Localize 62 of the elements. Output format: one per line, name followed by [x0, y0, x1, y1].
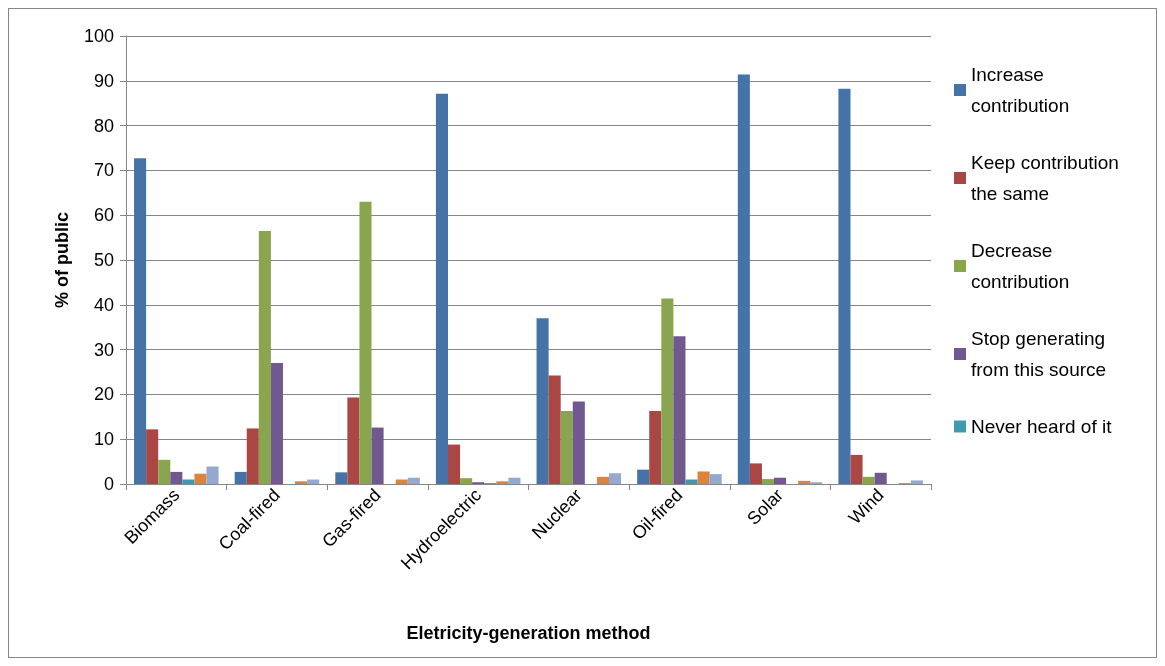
bar — [637, 469, 650, 484]
bar — [460, 478, 473, 484]
bar — [508, 477, 521, 484]
legend-label: Decrease contribution — [971, 240, 1070, 292]
bar — [146, 429, 159, 484]
bar — [258, 230, 271, 484]
bar — [910, 480, 923, 484]
bar — [697, 471, 710, 484]
y-tick-label: 60 — [93, 205, 114, 226]
bar — [435, 93, 448, 484]
bar — [448, 444, 461, 484]
bar — [371, 427, 384, 484]
legend-label: Increase contribution — [971, 64, 1070, 116]
bar — [798, 480, 811, 484]
bar — [234, 471, 247, 484]
bar — [536, 318, 549, 484]
y-tick-label: 50 — [93, 250, 114, 270]
bar — [496, 481, 509, 484]
legend-label: Stop generating from this source — [971, 328, 1111, 380]
bar — [170, 471, 183, 484]
bar — [737, 74, 750, 484]
bar — [749, 463, 762, 484]
y-tick-label: 90 — [93, 70, 114, 91]
bar — [774, 477, 787, 484]
bar — [572, 401, 585, 484]
bar — [335, 472, 348, 484]
bar — [761, 479, 775, 484]
bar — [661, 298, 674, 484]
bar — [359, 201, 372, 484]
bar — [850, 454, 863, 484]
bar — [560, 410, 573, 484]
bar — [838, 88, 851, 484]
y-tick-label: 100 — [83, 26, 114, 46]
legend-label: Never heard of it — [971, 416, 1113, 437]
x-axis-title: Eletricity-generation method — [406, 623, 651, 643]
bar — [194, 473, 207, 484]
y-tick-label: 30 — [93, 339, 114, 360]
bar — [649, 410, 662, 484]
legend-label: Keep contribution the same — [971, 152, 1125, 204]
bar — [709, 474, 722, 484]
bar — [609, 473, 622, 484]
y-axis-title: % of public — [52, 212, 72, 308]
y-tick-label: 80 — [93, 115, 114, 136]
y-tick-label: 0 — [103, 474, 114, 494]
bar — [685, 479, 698, 484]
y-tick-label: 40 — [93, 294, 114, 315]
y-tick-label: 20 — [93, 384, 114, 405]
bar — [134, 158, 147, 484]
bar — [673, 336, 686, 484]
bar — [862, 476, 875, 484]
bar — [548, 375, 561, 484]
y-tick-label: 70 — [93, 160, 114, 181]
bar — [270, 363, 283, 484]
bar — [874, 472, 887, 484]
bar — [158, 459, 171, 484]
bar — [206, 466, 219, 484]
bar — [295, 481, 308, 484]
bar — [347, 397, 360, 484]
y-tick-label: 10 — [93, 429, 114, 450]
bar — [246, 428, 259, 484]
bar — [407, 477, 420, 484]
bar — [596, 476, 609, 484]
